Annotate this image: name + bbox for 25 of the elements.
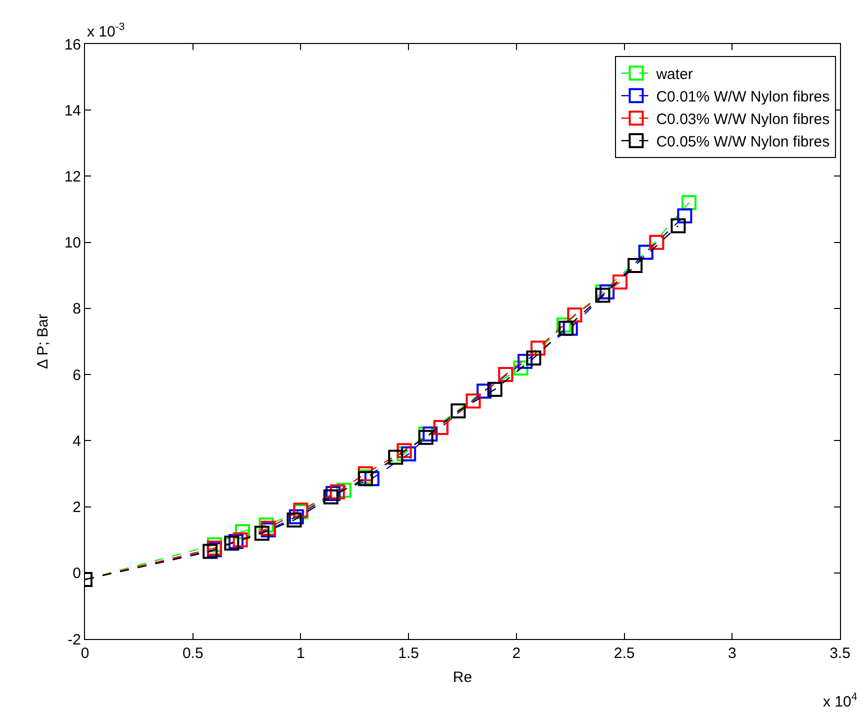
x-tick-label: 1.5 — [398, 645, 419, 662]
y-tick-label: 12 — [64, 168, 81, 186]
text: x 10$^{4}$ — [823, 691, 858, 710]
y-tick-label: 2 — [72, 499, 81, 516]
y-tick-label: 10 — [64, 234, 81, 252]
y-tick-label: 0 — [72, 565, 81, 582]
y-tick-label: 6 — [72, 366, 81, 384]
legend-label: C0.01% W/W Nylon fibres — [656, 88, 830, 106]
x-tick-label: 2 — [512, 645, 521, 662]
y-tick-label: 8 — [72, 300, 81, 318]
x-tick-label: 3.5 — [830, 645, 850, 662]
y-tick-label: 4 — [72, 432, 81, 450]
x-tick-label: 2.5 — [614, 645, 635, 662]
legend-label: C0.03% W/W Nylon fibres — [656, 111, 830, 128]
y-tick-label: -2 — [68, 631, 81, 648]
x-tick-label: 3 — [728, 645, 736, 662]
x-axis-title: Re — [452, 669, 472, 686]
text: x 10$^{-3}$ — [87, 21, 125, 40]
y-tick-label: 16 — [64, 36, 81, 54]
y-tick-label: 14 — [64, 102, 81, 120]
x-tick-label: 0.5 — [182, 645, 204, 662]
y-axis-title: Δ P; Bar — [34, 314, 52, 370]
legend-label: water — [655, 66, 693, 83]
x-tick-label: 1 — [296, 645, 305, 662]
legend-label: C0.05% W/W Nylon fibres — [656, 134, 830, 150]
